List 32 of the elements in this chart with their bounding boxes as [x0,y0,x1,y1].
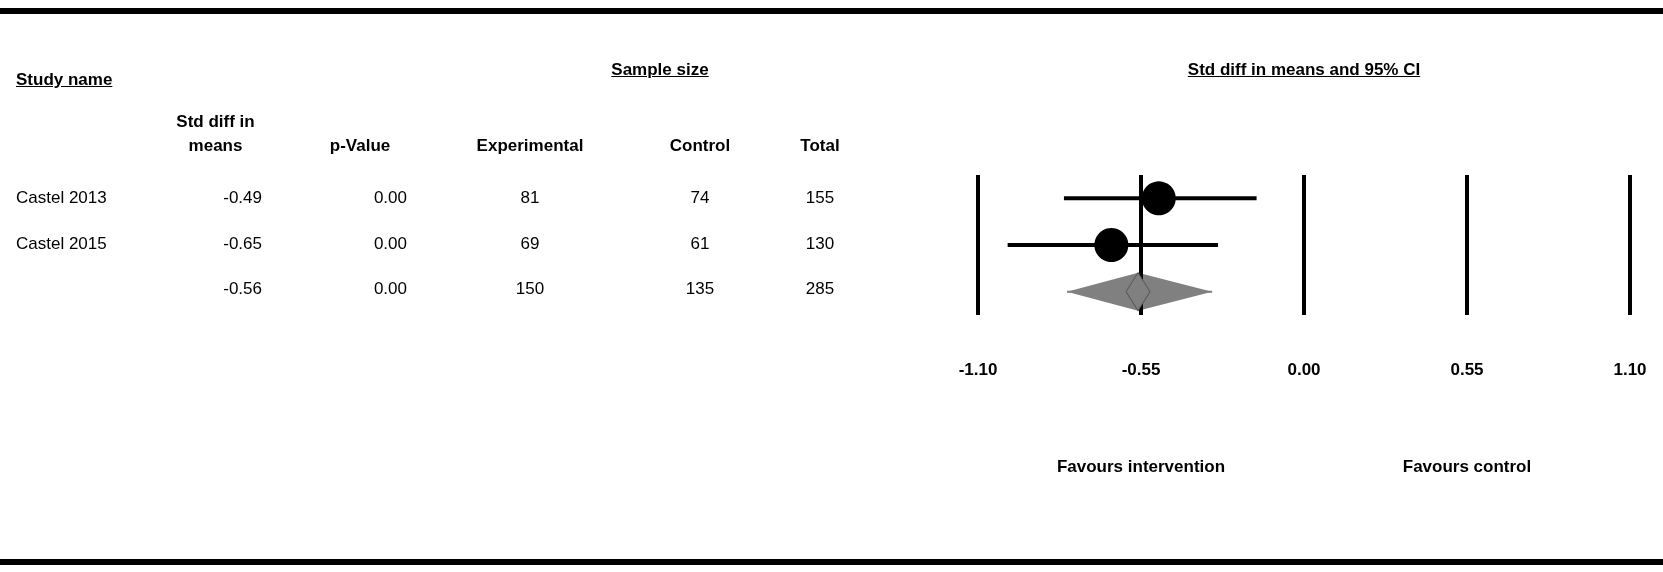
text: 0.00 [373,234,407,253]
text: 155 [805,188,835,207]
text: 0.00 [373,188,407,207]
category-label: p-Value [328,135,392,157]
text: -0.65 [223,234,262,253]
category-label: Control [668,135,732,157]
text: 61 [690,234,710,253]
text: 150 [515,279,545,298]
x-tick-label: 0.55 [1450,360,1484,379]
text: Favours control [1401,457,1533,477]
chart-title: Std diff in means and 95% CI [1186,60,1422,80]
text: 285 [805,279,835,298]
text: Sample size [610,60,710,80]
text: 74 [690,188,710,207]
text: 69 [520,234,540,253]
text: 130 [805,234,835,253]
text: 81 [520,188,540,207]
text: 135 [685,279,715,298]
text: Study name [16,70,113,90]
category-label: Std diff in means [175,111,256,157]
category-label: Castel 2015 [16,234,107,253]
category-label: Castel 2013 [16,188,107,207]
category-label: Total [799,135,841,157]
text: -0.56 [223,279,262,298]
text: 0.00 [373,279,407,298]
category-label: Experimental [475,135,585,157]
x-tick-label: -0.55 [1121,360,1161,379]
x-tick-label: 1.10 [1613,360,1647,379]
x-tick-label: 0.00 [1287,360,1321,379]
x-tick-label: -1.10 [958,360,998,379]
text: -0.49 [223,188,262,207]
text: Favours intervention [1055,457,1227,477]
